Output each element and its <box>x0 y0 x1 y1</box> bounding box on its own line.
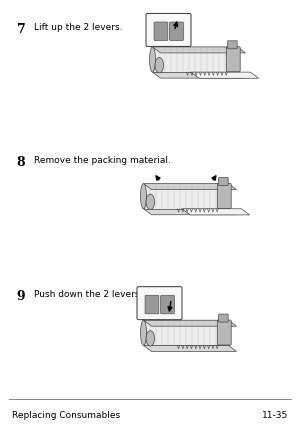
Ellipse shape <box>149 48 155 73</box>
Polygon shape <box>182 209 250 216</box>
Ellipse shape <box>140 320 146 345</box>
Polygon shape <box>143 345 236 351</box>
Text: Replacing Consumables: Replacing Consumables <box>12 410 120 419</box>
Text: 9: 9 <box>16 290 25 302</box>
Polygon shape <box>143 184 236 190</box>
Text: Remove the packing material.: Remove the packing material. <box>34 155 171 164</box>
Polygon shape <box>152 73 245 79</box>
Text: Push down the 2 levers.: Push down the 2 levers. <box>34 290 143 299</box>
FancyBboxPatch shape <box>145 296 159 314</box>
Polygon shape <box>152 48 245 54</box>
Text: Lift up the 2 levers.: Lift up the 2 levers. <box>34 23 123 32</box>
Polygon shape <box>143 184 229 209</box>
FancyBboxPatch shape <box>228 42 237 50</box>
Text: 11-35: 11-35 <box>262 410 288 419</box>
FancyBboxPatch shape <box>219 178 228 186</box>
Polygon shape <box>143 209 236 215</box>
Polygon shape <box>191 73 259 79</box>
FancyBboxPatch shape <box>219 314 228 322</box>
Ellipse shape <box>155 58 164 74</box>
Text: 7: 7 <box>16 23 25 36</box>
FancyBboxPatch shape <box>217 320 231 345</box>
Ellipse shape <box>146 331 154 346</box>
Polygon shape <box>143 320 229 345</box>
Polygon shape <box>152 48 238 73</box>
FancyBboxPatch shape <box>160 296 174 314</box>
FancyBboxPatch shape <box>217 184 231 209</box>
Polygon shape <box>143 320 236 326</box>
Ellipse shape <box>140 184 146 209</box>
FancyBboxPatch shape <box>146 14 191 47</box>
Text: 8: 8 <box>16 155 25 168</box>
FancyBboxPatch shape <box>169 23 183 41</box>
FancyBboxPatch shape <box>226 48 240 72</box>
FancyBboxPatch shape <box>137 287 182 320</box>
FancyBboxPatch shape <box>154 23 168 41</box>
Ellipse shape <box>146 195 154 210</box>
